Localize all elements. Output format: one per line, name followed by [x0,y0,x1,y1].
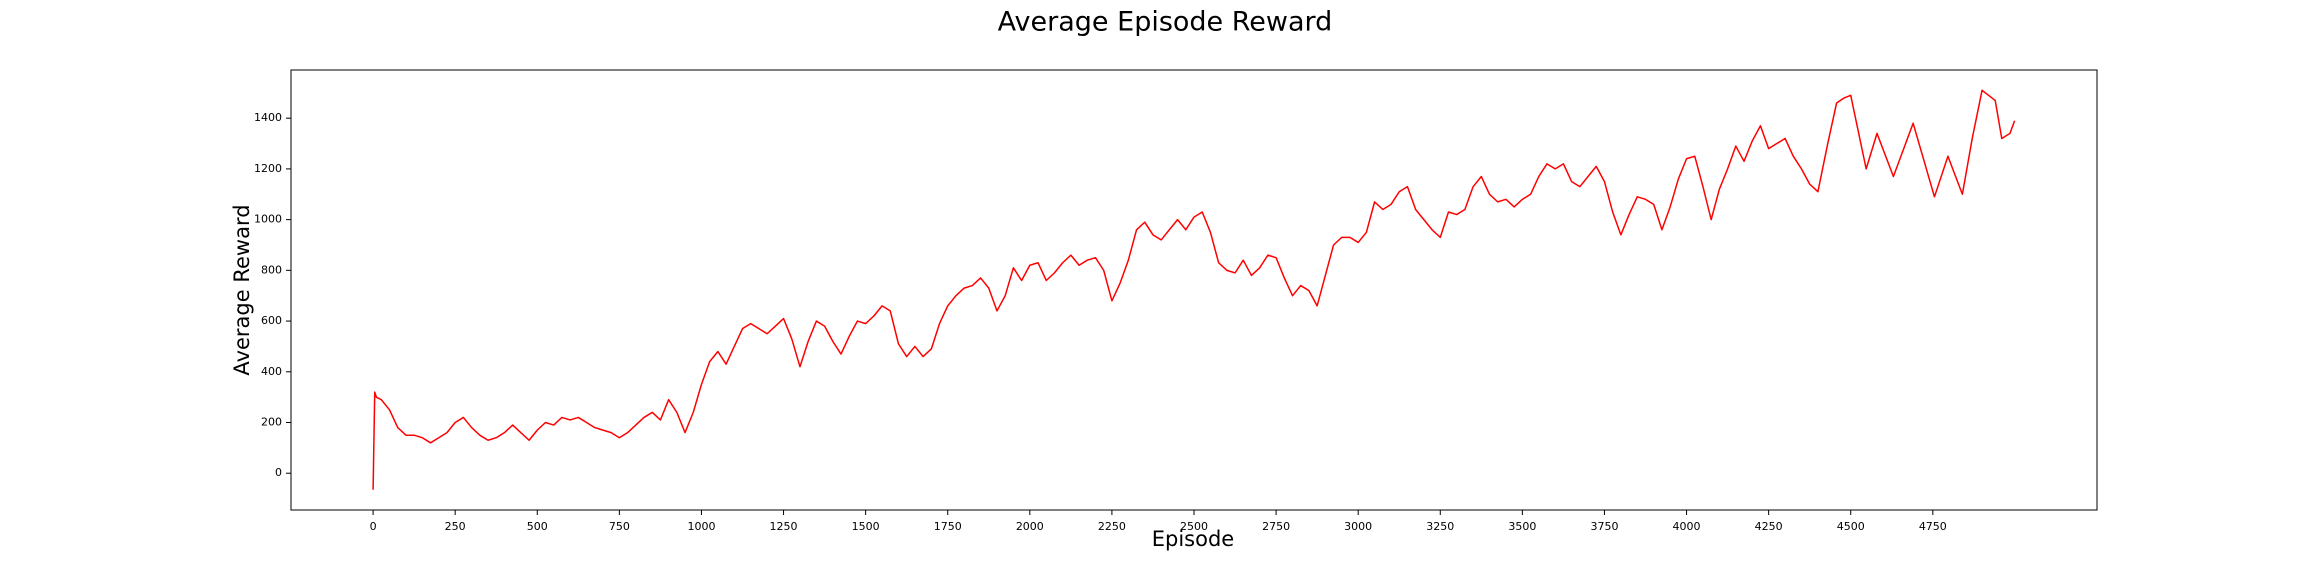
x-tick-label: 2000 [1016,520,1044,533]
x-tick-label: 2750 [1262,520,1290,533]
x-tick-label: 4250 [1755,520,1783,533]
x-tick-label: 0 [370,520,377,533]
y-tick-label: 600 [261,314,282,327]
x-tick-label: 3000 [1344,520,1372,533]
x-tick-label: 2500 [1180,520,1208,533]
x-tick-label: 1500 [852,520,880,533]
x-tick-label: 750 [609,520,630,533]
x-tick-label: 3500 [1508,520,1536,533]
x-tick-label: 1000 [687,520,715,533]
y-tick-label: 1200 [254,162,282,175]
x-tick-label: 4000 [1673,520,1701,533]
x-axis-label: Episode [1152,527,1234,551]
y-tick-label: 400 [261,365,282,378]
x-tick-label: 500 [527,520,548,533]
y-axis-label: Average Reward [230,204,254,375]
x-tick-label: 4500 [1837,520,1865,533]
y-tick-label: 200 [261,416,282,429]
x-tick-label: 2250 [1098,520,1126,533]
y-tick-label: 1000 [254,213,282,226]
x-tick-label: 1250 [770,520,798,533]
x-tick-label: 250 [445,520,466,533]
x-tick-label: 1750 [934,520,962,533]
y-tick-label: 1400 [254,111,282,124]
y-tick-label: 0 [275,466,282,479]
x-tick-label: 4750 [1919,520,1947,533]
x-tick-label: 3750 [1590,520,1618,533]
data-line [372,89,2016,490]
chart-title: Average Episode Reward [998,7,1333,38]
y-tick-label: 800 [261,263,282,276]
x-tick-label: 3250 [1426,520,1454,533]
plot-frame [290,69,2098,511]
